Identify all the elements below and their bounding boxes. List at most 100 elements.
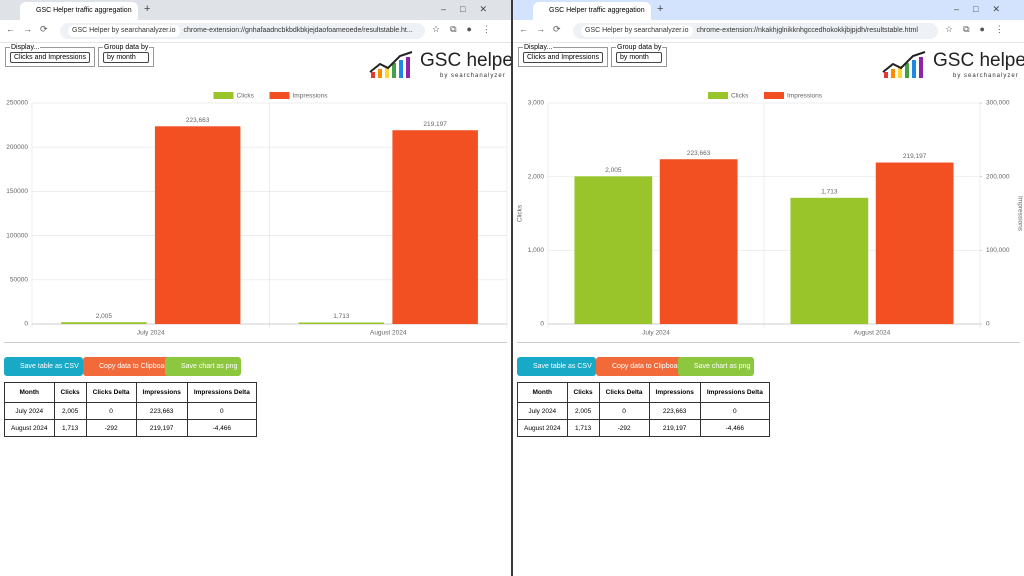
tick-label: 0 (540, 321, 544, 328)
value-label: 2,005 (96, 313, 113, 320)
x-tick-label: August 2024 (370, 330, 407, 337)
tick-label: 1,000 (528, 247, 545, 254)
logo-trend (369, 51, 413, 73)
table-cell: August 2024 (517, 419, 568, 437)
bar (154, 126, 241, 324)
legend-label: Clicks (731, 93, 749, 100)
toolbar: ←→⟳ GSC Helper by searchanalyzer.io chrome… (0, 20, 511, 43)
header-cell: Month (4, 382, 55, 403)
table-cell: August 2024 (4, 419, 55, 437)
menu-icons[interactable]: ☆⧉●⋮ (945, 24, 1014, 34)
group-label: Group data by (104, 44, 149, 51)
new-tab[interactable]: + (657, 3, 664, 15)
table-cell: 223,663 (648, 402, 701, 420)
logo-subtitle: by searchanalyzer (440, 73, 506, 79)
browser-window: GSC Helper traffic aggregation + –□✕ ←→⟳ GSC… (0, 0, 511, 576)
address-bar[interactable]: GSC Helper by searchanalyzer.io chrome-ex… (60, 23, 425, 39)
legend-swatch (269, 92, 290, 99)
site-chip: GSC Helper by searchanalyzer.io (68, 25, 180, 37)
action-button[interactable]: Copy data to Clipboard (83, 357, 175, 376)
chart: 0 50000 100000 150000 200000 250000 Clicks Impr… (6, 92, 508, 337)
address-bar[interactable]: GSC Helper by searchanalyzer.io chrome-ex… (573, 23, 938, 39)
legend-swatch (764, 92, 784, 99)
display-label: Display... (524, 44, 553, 51)
value-label: 1,713 (333, 313, 350, 320)
value-label: 223,663 (186, 117, 210, 124)
bar (790, 197, 869, 324)
logo-bar (399, 60, 403, 78)
header-cell: Impressions Delta (186, 382, 257, 403)
table-cell: -292 (85, 419, 137, 437)
nav-buttons[interactable]: ←→⟳ (519, 24, 569, 34)
y2-axis-label: Impressions (1016, 196, 1023, 232)
table-row: July 2024 2,005 0 223,663 0 (4, 402, 257, 420)
header-cell: Clicks Delta (598, 382, 650, 403)
display-label: Display... (11, 44, 40, 51)
header-cell: Clicks (53, 382, 87, 403)
display-select[interactable]: Clicks and Impressions (523, 52, 603, 63)
nav-buttons[interactable]: ←→⟳ (6, 24, 56, 34)
display-group: Display... Clicks and Impressions (518, 44, 608, 67)
group-select[interactable]: by month (103, 52, 150, 63)
logo-bar (385, 66, 389, 78)
header-cell: Impressions Delta (699, 382, 770, 403)
logo-bar (891, 69, 895, 78)
logo-text: GSC helper (420, 50, 511, 71)
action-button[interactable]: Copy data to Clipboard (596, 357, 688, 376)
logo-bar (406, 57, 410, 78)
group-select[interactable]: by month (616, 52, 663, 63)
action-button[interactable]: Save chart as png (165, 357, 242, 376)
table-cell: 219,197 (135, 419, 188, 437)
value-label: 1,713 (821, 189, 838, 196)
tick-label: 200000 (6, 144, 28, 151)
tab[interactable]: GSC Helper traffic aggregation (533, 2, 651, 20)
display-select[interactable]: Clicks and Impressions (10, 52, 90, 63)
legend-label: Clicks (237, 93, 255, 100)
action-button[interactable]: Save table as CSV (517, 357, 596, 376)
tab-bar: GSC Helper traffic aggregation + –□✕ (0, 0, 511, 20)
header-row: Month Clicks Clicks Delta Impressions Impres… (517, 382, 770, 403)
table-cell: 0 (598, 402, 650, 420)
bar (298, 322, 385, 324)
header-row: Month Clicks Clicks Delta Impressions Impres… (4, 382, 257, 403)
table-cell: 223,663 (135, 402, 188, 420)
header-cell: Impressions (135, 382, 188, 403)
header-cell: Clicks Delta (85, 382, 137, 403)
y-axis-label: Clicks (517, 204, 524, 222)
logo-bar (378, 69, 382, 78)
data-table: Month Clicks Clicks Delta Impressions Impres… (517, 382, 770, 437)
table-cell: 1,713 (53, 419, 87, 437)
bar (574, 176, 653, 324)
tab[interactable]: GSC Helper traffic aggregation (20, 2, 138, 20)
tab-bar: GSC Helper traffic aggregation + –□✕ (513, 0, 1024, 20)
legend-label: Impressions (293, 93, 329, 100)
logo-subtitle: by searchanalyzer (953, 73, 1019, 79)
bar (875, 162, 954, 324)
legend-swatch (708, 92, 728, 99)
tick-label: 200,000 (986, 173, 1010, 180)
logo-bar (919, 57, 923, 78)
x-tick-label: August 2024 (854, 330, 891, 337)
url: chrome-extension://gnhafaadncbkbdkbkjejd… (183, 27, 413, 34)
table-cell: 1,713 (566, 419, 600, 437)
new-tab[interactable]: + (144, 3, 151, 15)
table-cell: 2,005 (53, 402, 87, 420)
logo-bar (912, 60, 916, 78)
table-cell: -4,466 (699, 419, 770, 437)
action-button[interactable]: Save table as CSV (4, 357, 83, 376)
logo-bar (392, 63, 396, 78)
window-controls: –□✕ (954, 4, 1014, 14)
toolbar: ←→⟳ GSC Helper by searchanalyzer.io chrome… (513, 20, 1024, 43)
menu-icons[interactable]: ☆⧉●⋮ (432, 24, 501, 34)
group-label: Group data by (617, 44, 662, 51)
table-row: July 2024 2,005 0 223,663 0 (517, 402, 770, 420)
logo-trend (882, 51, 926, 73)
url: chrome-extension://nkakhjglnikknhgccedho… (696, 27, 918, 34)
table-cell: -4,466 (186, 419, 257, 437)
tick-label: 100000 (6, 232, 28, 239)
site-chip: GSC Helper by searchanalyzer.io (581, 25, 693, 37)
value-label: 223,663 (687, 150, 711, 157)
action-button[interactable]: Save chart as png (678, 357, 755, 376)
table-cell: 0 (186, 402, 257, 420)
